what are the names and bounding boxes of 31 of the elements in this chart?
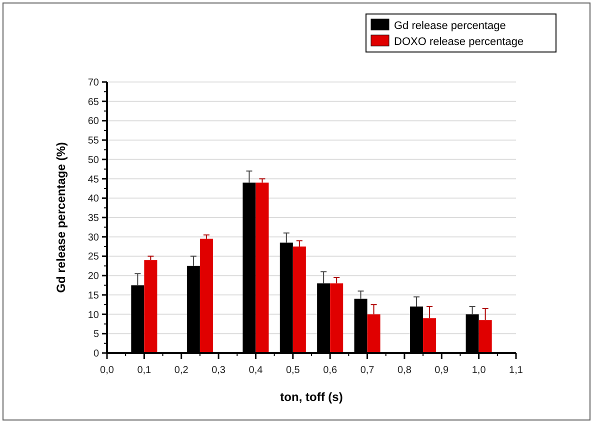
y-tick-label: 25 bbox=[88, 252, 100, 263]
y-tick-label: 5 bbox=[93, 329, 100, 340]
y-tick-label: 70 bbox=[88, 78, 100, 88]
x-axis-title: ton, toff (s) bbox=[280, 390, 343, 404]
x-tick-label: 0,9 bbox=[434, 365, 450, 376]
x-tick-label: 0,6 bbox=[323, 365, 338, 376]
x-tick-label: 0,7 bbox=[360, 365, 375, 376]
x-tick-label: 0,3 bbox=[212, 365, 226, 376]
y-tick-label: 15 bbox=[88, 290, 100, 302]
y-tick-label: 0 bbox=[93, 348, 100, 360]
y-tick-label: 35 bbox=[88, 213, 100, 224]
x-tick-label: 0,1 bbox=[137, 365, 152, 376]
x-tick-label: 0,5 bbox=[286, 365, 300, 376]
x-tick-label: 0,4 bbox=[248, 365, 264, 376]
x-tick-label: 1,0 bbox=[472, 365, 486, 376]
x-tick-label: 0,8 bbox=[398, 365, 412, 376]
legend-label: Gd release percentage bbox=[394, 20, 506, 32]
y-tick-label: 60 bbox=[88, 116, 100, 128]
x-tick-label: 0,2 bbox=[174, 365, 189, 376]
y-tick-label: 50 bbox=[88, 154, 100, 166]
y-tick-label: 20 bbox=[88, 271, 100, 282]
y-tick-label: 55 bbox=[88, 136, 100, 147]
y-tick-label: 45 bbox=[88, 174, 100, 186]
y-axis-title: Gd release percentage (%) bbox=[54, 142, 68, 293]
y-tick-label: 30 bbox=[88, 232, 100, 244]
y-tick-label: 40 bbox=[88, 194, 100, 205]
y-tick-label: 65 bbox=[88, 96, 100, 108]
x-tick-label: 1,1 bbox=[509, 365, 524, 376]
y-tick-label: 10 bbox=[88, 310, 100, 321]
x-tick-label: 0,0 bbox=[100, 365, 114, 376]
legend-label: DOXO release percentage bbox=[394, 36, 524, 48]
